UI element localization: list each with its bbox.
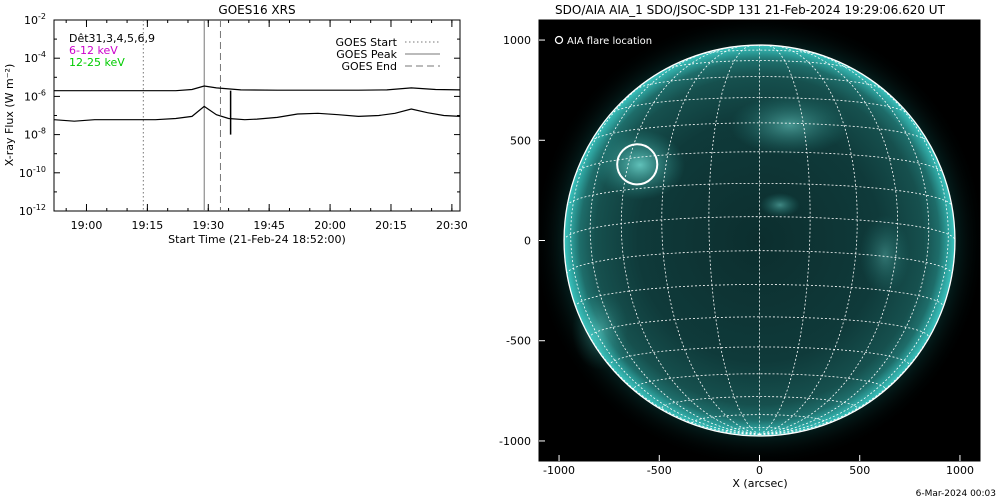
y-tick-label: 10-10 (19, 165, 46, 180)
x-tick-label: 19:00 (71, 219, 103, 232)
flare-legend-icon (554, 35, 564, 45)
y-tick-base: 10 (24, 14, 38, 27)
aia-y-tick-label: 1000 (503, 34, 531, 47)
y-tick-label: 10-2 (24, 12, 46, 27)
grid-line (759, 46, 899, 435)
flux-series-1 (54, 85, 460, 92)
lightcurve-title: GOES16 XRS (218, 3, 295, 17)
x-tick-label: 20:30 (436, 219, 468, 232)
x-tick-label: 19:15 (132, 219, 164, 232)
grid-line (566, 182, 953, 207)
lightcurve-x-ticks: 19:00 19:15 19:30 19:45 20:00 20:15 20:30 (65, 20, 468, 232)
y-tick-exp: -12 (33, 203, 46, 212)
info-line: Dêt31,3,4,5,6,9 (69, 32, 155, 45)
grid-line (661, 45, 760, 435)
y-tick-base: 10 (24, 90, 38, 103)
aia-x-tick-label: 0 (756, 464, 763, 477)
info-line: 6-12 keV (69, 44, 118, 57)
x-tick-label: 19:45 (253, 219, 285, 232)
aia-x-tick-label: -500 (647, 464, 672, 477)
grid-line (759, 44, 811, 435)
grid-line (589, 49, 760, 435)
aia-x-tick-label: 1000 (946, 464, 974, 477)
aia-legend: AIA flare location (554, 35, 652, 47)
y-tick-label: 10-6 (24, 88, 46, 103)
aia-x-label: X (arcsec) (732, 477, 787, 490)
heliographic-grid (563, 44, 956, 437)
aia-title: SDO/AIA AIA_1 SDO/JSOC-SDP 131 21-Feb-20… (555, 3, 946, 17)
y-tick-label: 10-8 (24, 127, 46, 142)
grid-line (620, 46, 760, 435)
aia-x-ticks: -1000 -500 0 500 1000 (543, 455, 974, 477)
active-region-5 (572, 290, 628, 370)
grid-line (759, 49, 930, 435)
y-tick-exp: -4 (38, 50, 46, 59)
y-tick-label: 10-12 (19, 203, 46, 218)
grid-line (563, 240, 760, 435)
grid-line (759, 63, 949, 435)
grid-line (609, 346, 910, 367)
y-tick-exp: -6 (38, 88, 46, 97)
grid-line (692, 414, 827, 426)
solar-limb (563, 44, 956, 437)
grid-line (570, 63, 760, 435)
x-tick-label: 19:30 (192, 219, 224, 232)
aia-y-tick-label: 500 (510, 134, 531, 147)
aia-y-tick-label: 0 (524, 235, 531, 248)
grid-line (633, 373, 886, 392)
footer-timestamp: 6-Mar-2024 00:03 (916, 489, 996, 499)
aia-image (539, 20, 980, 461)
aia-y-ticks: 1000 500 0 -500 -1000 (499, 34, 545, 448)
aia-x-tick-label: -1000 (543, 464, 575, 477)
flare-legend-label: AIA flare location (567, 36, 652, 47)
aia-x-tick-label: 500 (849, 464, 870, 477)
grid-line (759, 240, 956, 435)
legend-label: GOES End (341, 60, 397, 73)
flare-location-circle (616, 143, 659, 186)
y-tick-exp: -2 (38, 12, 46, 21)
grid-line (725, 426, 794, 435)
lightcurve-event-markers (142, 20, 232, 211)
y-tick-base: 10 (24, 129, 38, 142)
grid-line (590, 122, 929, 142)
y-tick-base: 10 (19, 167, 33, 180)
active-region-2 (730, 95, 850, 155)
y-tick-base: 10 (24, 52, 38, 65)
aia-y-tick-label: -1000 (499, 435, 531, 448)
lightcurve-x-label: Start Time (21-Feb-24 18:52:00) (168, 233, 346, 246)
lightcurve-series (54, 85, 460, 122)
active-region-1 (595, 130, 685, 200)
y-tick-base: 10 (19, 205, 33, 218)
legend-label: GOES Start (336, 36, 398, 49)
active-region-3 (760, 193, 800, 217)
x-tick-label: 20:00 (314, 219, 346, 232)
grid-line (708, 44, 760, 435)
grid-line (759, 45, 858, 435)
lightcurve-y-label: X-ray Flux (W m⁻²) (3, 64, 16, 166)
info-line: 12-25 keV (69, 56, 125, 69)
aia-panel: SDO/AIA AIA_1 SDO/JSOC-SDP 131 21-Feb-20… (499, 3, 981, 490)
aia-y-tick-label: -500 (506, 335, 531, 348)
y-tick-exp: -10 (33, 165, 46, 174)
x-tick-label: 20:15 (375, 219, 407, 232)
grid-line (566, 250, 953, 275)
legend-label: GOES Peak (336, 48, 397, 61)
grid-line (589, 316, 930, 340)
grid-line (575, 151, 944, 173)
y-tick-label: 10-4 (24, 50, 46, 65)
grid-line (661, 396, 858, 412)
flux-series-2 (54, 105, 460, 122)
y-tick-exp: -8 (38, 127, 46, 136)
